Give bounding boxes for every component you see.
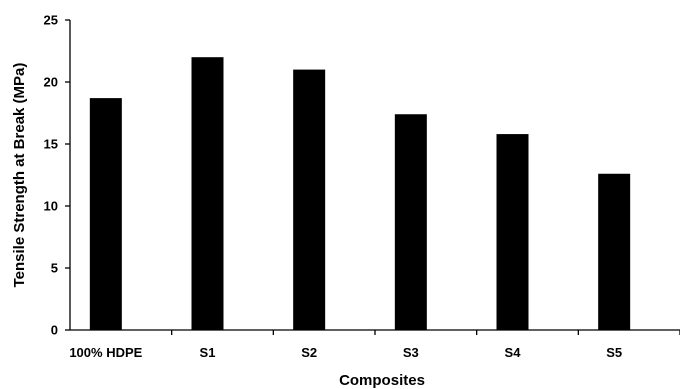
x-category-label: S2 (301, 345, 317, 360)
bar-s1 (191, 57, 224, 330)
x-axis-label: Composites (339, 372, 425, 389)
x-category-label: 100% HDPE (69, 345, 142, 360)
y-tick-label: 20 (44, 75, 58, 90)
y-tick-label: 25 (44, 13, 58, 28)
x-category-label: S3 (403, 345, 419, 360)
y-tick-label: 10 (44, 199, 58, 214)
x-category-label: S5 (606, 345, 622, 360)
x-axis-categories: 100% HDPE S1 S2 S3 S4 S5 (69, 330, 680, 360)
x-category-label: S1 (200, 345, 216, 360)
bar-s3 (394, 114, 427, 331)
x-category-label: S4 (505, 345, 522, 360)
bar-s4 (496, 134, 529, 330)
bar-s5 (598, 173, 631, 330)
y-tick-label: 0 (51, 323, 58, 338)
bar-series (89, 57, 631, 331)
bar-100-hdpe (89, 98, 122, 331)
y-tick-label: 5 (51, 261, 58, 276)
y-tick-label: 15 (44, 137, 58, 152)
y-axis-ticks: 0 5 10 15 20 25 (44, 13, 70, 338)
bar-s2 (293, 69, 326, 330)
y-axis-label: Tensile Strength at Break (MPa) (11, 63, 28, 288)
